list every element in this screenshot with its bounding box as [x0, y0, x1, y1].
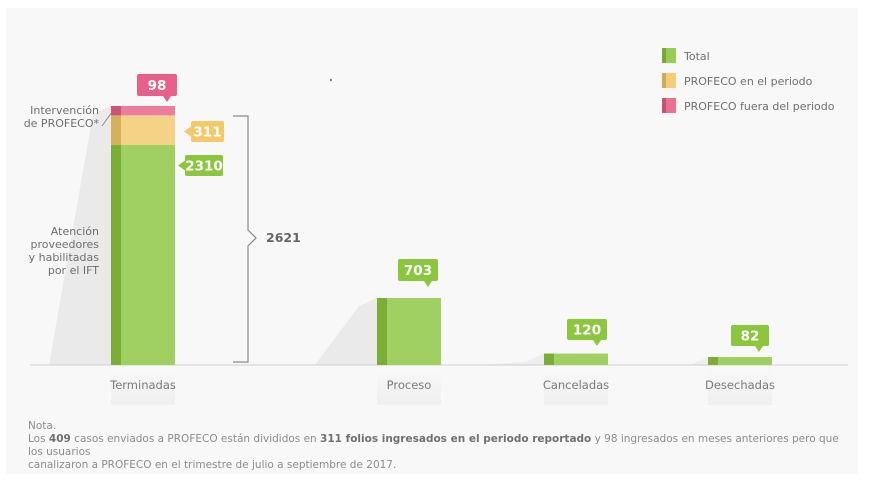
bar-shadow-terminadas — [49, 106, 111, 365]
callout-canceladas: 120 — [567, 319, 607, 346]
attention-label-line-1: proveedores — [30, 238, 99, 251]
callout-yellow-311-pointer — [184, 126, 191, 137]
callout-proceso: 703 — [398, 259, 438, 287]
tick-label-canceladas: Canceladas — [543, 378, 609, 392]
tick-label-terminadas: Terminadas — [109, 378, 176, 392]
bar-terminadas-0 — [111, 144, 175, 365]
callout-proceso-box — [398, 259, 438, 281]
intervention-leader-line — [101, 111, 113, 127]
note-bold-folios: 311 folios ingresados en el periodo repo… — [320, 433, 592, 445]
callout-green-2310-pointer — [178, 160, 185, 171]
callout-green-2310: 2310 — [178, 155, 223, 176]
callout-yellow-311-text: 311 — [193, 125, 221, 141]
bar-side-proceso-0 — [377, 298, 387, 365]
legend-label-1: PROFECO en el periodo — [684, 75, 813, 88]
note-line-1: Los 409 casos enviados a PROFECO están d… — [28, 433, 839, 458]
intervention-label-line-0: Intervención — [30, 104, 99, 117]
tick-label-proceso: Proceso — [387, 378, 432, 392]
callout-pink-98-pointer — [163, 96, 171, 102]
bar-desechadas-0 — [708, 357, 772, 365]
note-title: Nota. — [28, 420, 57, 432]
attention-label-line-2: y habilitadas — [29, 251, 100, 264]
bracket-total-label: 2621 — [266, 230, 301, 245]
stray-dot — [330, 79, 332, 81]
bar-shadow-desechadas — [646, 357, 708, 365]
tick-label-desechadas: Desechadas — [705, 378, 775, 392]
callout-yellow-311: 311 — [184, 121, 224, 142]
callout-canceladas-box — [567, 319, 607, 340]
note-line-2: canalizaron a PROFECO en el trimestre de… — [28, 459, 397, 471]
bar-reflection-desechadas — [708, 365, 772, 405]
callout-desechadas-box — [731, 325, 769, 346]
callout-canceladas-pointer — [593, 340, 601, 346]
bar-side-terminadas-0 — [111, 144, 121, 365]
bar-canceladas-0 — [544, 353, 608, 365]
callout-proceso-text: 703 — [404, 263, 432, 279]
callout-pink-98-box — [137, 74, 177, 96]
callout-green-2310-text: 2310 — [185, 159, 223, 175]
callout-desechadas: 82 — [731, 325, 769, 352]
bar-side-terminadas-1 — [111, 115, 121, 145]
intervention-label-line-1: de PROFECO* — [24, 117, 100, 130]
legend-label-2: PROFECO fuera del periodo — [684, 100, 835, 113]
callout-canceladas-text: 120 — [573, 323, 601, 339]
callout-green-2310-box — [185, 155, 223, 176]
attention-label-line-0: Atención — [51, 225, 99, 238]
callout-pink-98-text: 98 — [148, 78, 167, 94]
bar-shadow-canceladas — [482, 353, 544, 365]
legend-label-0: Total — [683, 50, 710, 63]
bar-reflection-canceladas — [544, 365, 608, 405]
note-bold-count: 409 — [48, 433, 71, 445]
legend-swatch-side-1 — [662, 73, 666, 88]
callout-desechadas-text: 82 — [741, 329, 760, 345]
bar-terminadas-1 — [111, 115, 175, 145]
attention-label-line-3: por el IFT — [48, 264, 99, 277]
legend-swatch-side-0 — [662, 48, 666, 63]
bar-side-terminadas-2 — [111, 106, 121, 116]
bar-side-desechadas-0 — [708, 357, 718, 365]
callout-yellow-311-box — [191, 121, 224, 142]
legend-swatch-side-2 — [662, 98, 666, 113]
bar-terminadas-2 — [111, 106, 175, 116]
chart-note: Nota. Los 409 casos enviados a PROFECO e… — [28, 420, 848, 472]
callout-pink-98: 98 — [137, 74, 177, 102]
callout-desechadas-pointer — [755, 346, 763, 352]
bar-shadow-proceso — [315, 298, 377, 365]
bar-reflection-terminadas — [111, 365, 175, 405]
bar-proceso-0 — [377, 298, 441, 365]
bar-side-canceladas-0 — [544, 353, 554, 365]
callout-proceso-pointer — [424, 281, 432, 287]
bar-reflection-proceso — [377, 365, 441, 405]
total-bracket — [233, 115, 257, 363]
